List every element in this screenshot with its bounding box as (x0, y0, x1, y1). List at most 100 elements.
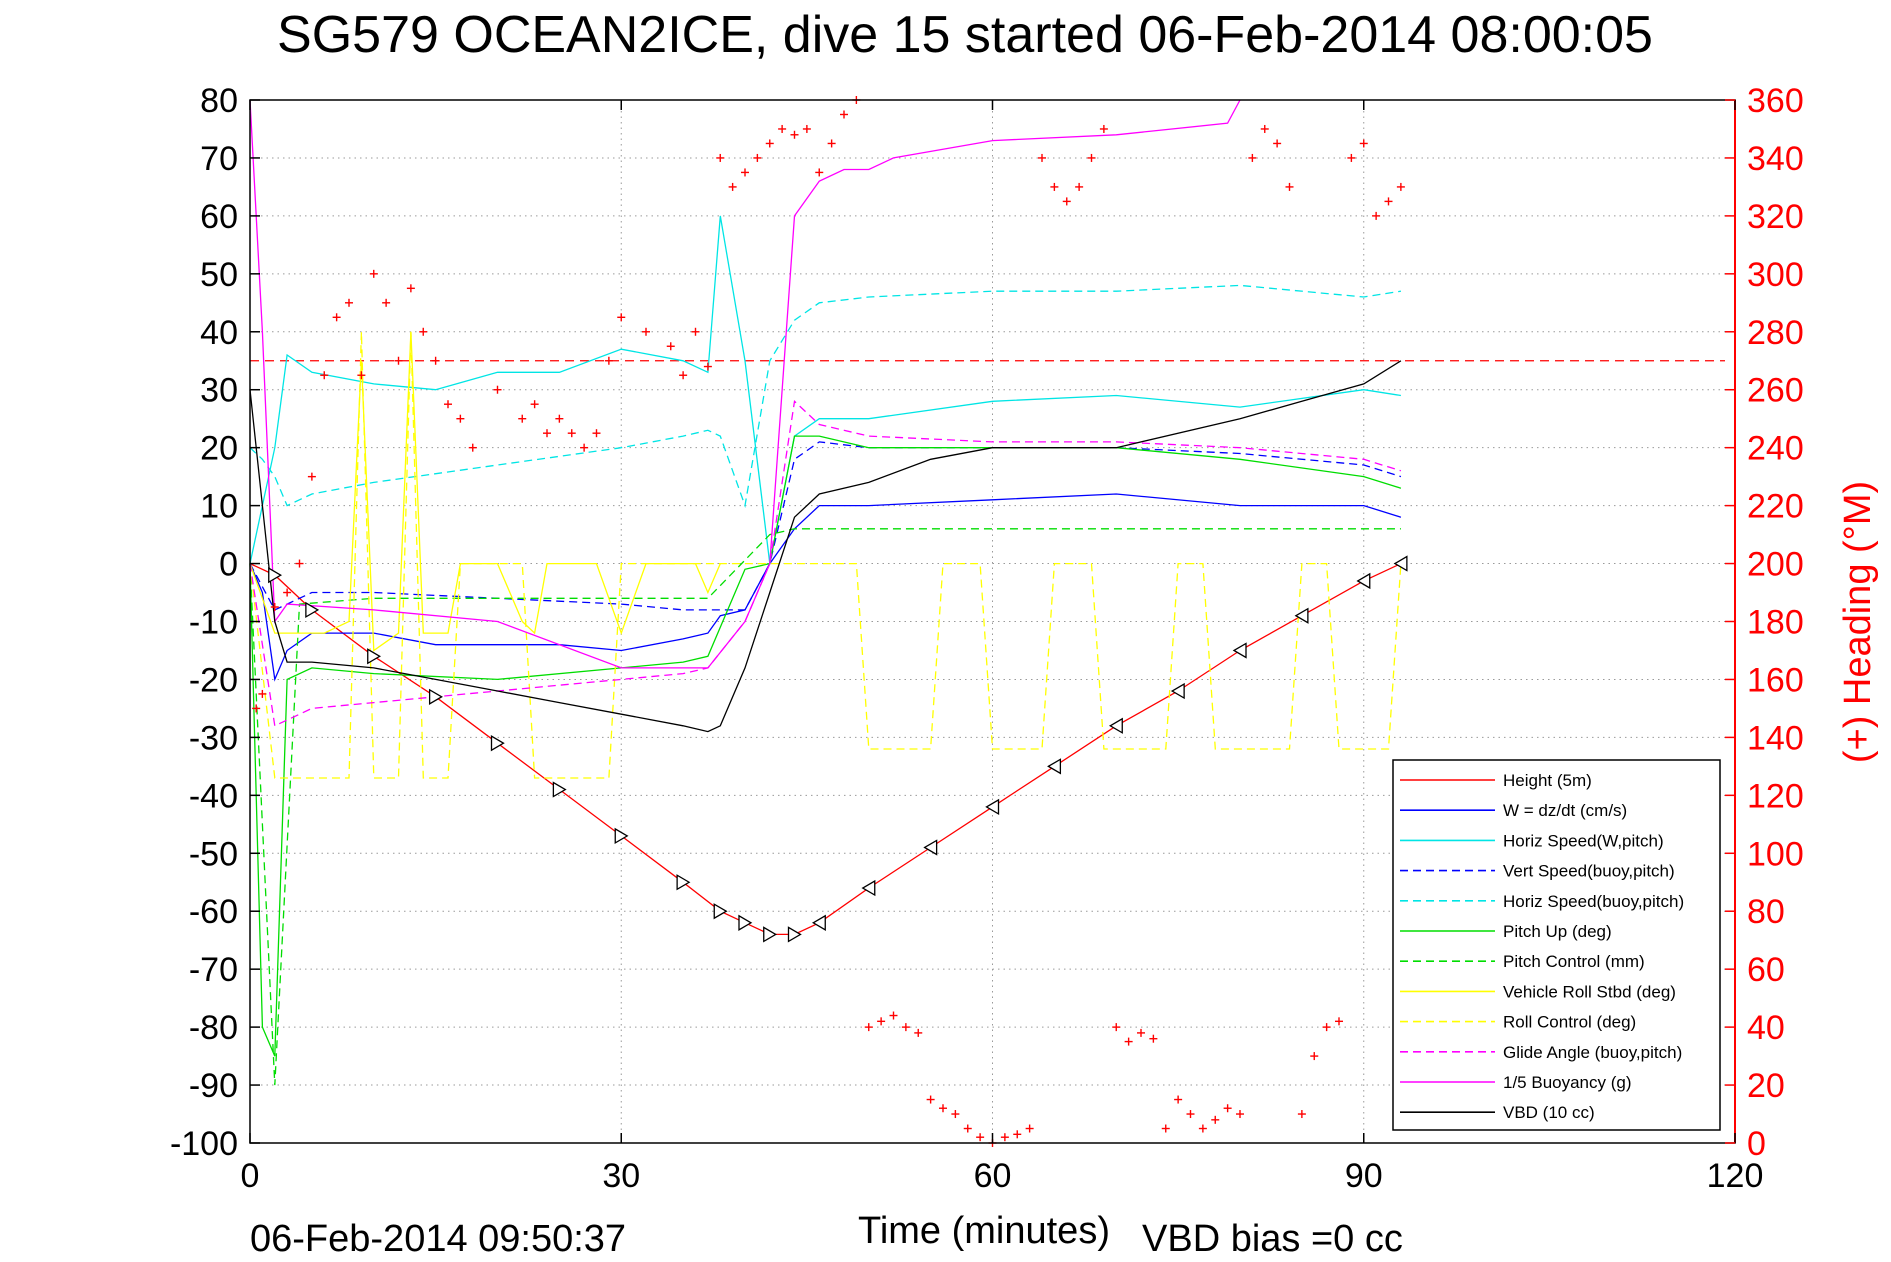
heading-point (976, 1133, 985, 1142)
heading-point (864, 1023, 873, 1032)
legend-entry-0: Height (5m) (1503, 771, 1592, 790)
heading-point (1384, 197, 1393, 206)
height-marker (268, 567, 283, 584)
heading-point (642, 327, 650, 336)
heading-point (1025, 1124, 1034, 1133)
heading-point (951, 1110, 960, 1119)
heading-point (703, 362, 712, 371)
heading-point (283, 588, 292, 597)
heading-point (1186, 1110, 1195, 1119)
legend-box (1392, 759, 1721, 1131)
series-line-4 (249, 284, 1402, 509)
legend-entry-1: W = dz/dt (cm/s) (1503, 801, 1627, 820)
heading-point (840, 110, 848, 119)
heading-point (270, 603, 279, 612)
series-line-6 (249, 528, 1401, 1086)
height-marker (1170, 682, 1185, 700)
heading-point (1075, 182, 1084, 191)
heading-point (431, 356, 440, 365)
y-tick-label: -90 (189, 1067, 238, 1105)
legend-entry-6: Pitch Control (mm) (1503, 952, 1645, 971)
heading-point (691, 327, 700, 336)
heading-point (963, 1124, 972, 1133)
height-marker (763, 926, 778, 943)
heading-point (1062, 197, 1071, 206)
series-line-1 (249, 493, 1402, 682)
heading-point (1161, 1124, 1170, 1133)
legend-entry-9: Glide Angle (buoy,pitch) (1503, 1043, 1682, 1062)
heading-point (1310, 1052, 1319, 1061)
x-tick-label: 30 (602, 1157, 640, 1195)
x-tick-label: 90 (1345, 1157, 1383, 1195)
heading-point (1087, 153, 1096, 162)
y2-tick-label: 100 (1747, 835, 1804, 873)
y-tick-label: -50 (189, 835, 238, 873)
y-tick-label: 70 (200, 140, 238, 178)
legend-entry-3: Vert Speed(buoy,pitch) (1503, 862, 1675, 881)
footer-timestamp: 06-Feb-2014 09:50:37 (250, 1218, 626, 1260)
x-tick-label: 120 (1707, 1157, 1764, 1195)
heading-point (1099, 124, 1108, 133)
y2-axis-label: (+) Heading (°M) (1837, 481, 1879, 763)
legend-entry-7: Vehicle Roll Stbd (deg) (1503, 982, 1676, 1001)
heading-point (307, 472, 316, 481)
heading-point (543, 429, 551, 438)
y-tick-label: 40 (200, 314, 238, 352)
y2-tick-label: 160 (1747, 661, 1804, 699)
y-axis-ticks: 80 70 60 50 40 30 20 10 0 -10 -20 -30 -40 -50 -60 -70 -8… (170, 82, 260, 1163)
heading-point (877, 1017, 886, 1026)
legend: Height (5m) W = dz/dt (cm/s) Horiz Speed(W… (1392, 759, 1721, 1131)
heading-point (1223, 1104, 1232, 1113)
height-marker (1294, 607, 1309, 624)
heading-point (1050, 182, 1059, 191)
heading-point (580, 443, 589, 452)
y2-tick-label: 340 (1747, 140, 1804, 178)
y2-tick-label: 180 (1747, 604, 1804, 642)
y2-tick-label: 0 (1747, 1125, 1766, 1163)
heading-point (1149, 1034, 1158, 1043)
heading-point (1260, 124, 1269, 133)
heading-point (1038, 153, 1046, 162)
chart-title: SG579 OCEAN2ICE, dive 15 started 06-Feb-… (277, 6, 1653, 64)
y2-tick-label: 40 (1747, 1009, 1785, 1047)
heading-point (1335, 1017, 1343, 1026)
height-marker (305, 601, 320, 619)
y-tick-label: -10 (189, 604, 238, 642)
heading-point (419, 327, 428, 336)
height-marker (490, 735, 505, 752)
heading-point (901, 1023, 910, 1032)
height-marker (923, 839, 938, 856)
y2-tick-label: 20 (1747, 1067, 1785, 1105)
heading-point (604, 356, 613, 365)
heading-point (666, 342, 675, 351)
y2-tick-label: 120 (1747, 777, 1804, 815)
series-line-2 (249, 215, 1402, 564)
heading-point (369, 269, 378, 278)
series-line-11 (249, 360, 1402, 733)
heading-point (258, 689, 267, 698)
heading-point (1359, 139, 1368, 148)
heading-point (444, 400, 452, 409)
y-tick-label: 30 (200, 372, 238, 410)
heading-point (1273, 139, 1282, 148)
heading-point (1396, 182, 1405, 191)
y-tick-label: 60 (200, 198, 238, 236)
heading-point (555, 414, 564, 423)
heading-point (252, 704, 261, 713)
legend-entry-4: Horiz Speed(buoy,pitch) (1503, 892, 1684, 911)
heading-point (741, 168, 749, 177)
y-tick-label: 50 (200, 256, 238, 294)
heading-point (802, 124, 811, 133)
heading-point (1198, 1124, 1207, 1133)
height-marker (861, 879, 876, 897)
heading-point (1285, 182, 1294, 191)
y2-tick-label: 60 (1747, 951, 1785, 989)
heading-point (1000, 1133, 1009, 1142)
y-tick-label: -80 (189, 1009, 238, 1047)
legend-entry-2: Horiz Speed(W,pitch) (1503, 831, 1664, 850)
x-axis-ticks: 0 30 60 90 120 (241, 100, 1764, 1195)
y-tick-label: -70 (189, 951, 238, 989)
y-tick-label: -20 (189, 661, 238, 699)
heading-point (1013, 1130, 1022, 1139)
